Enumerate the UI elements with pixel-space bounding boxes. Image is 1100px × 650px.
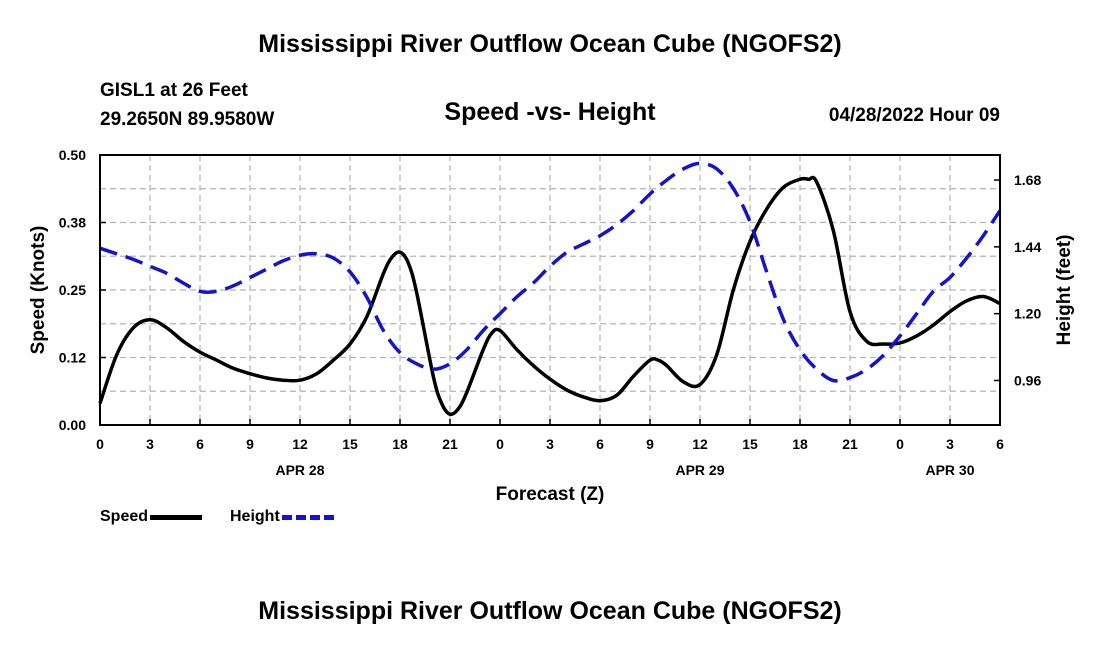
x-tick-label: 18 — [792, 436, 808, 452]
y-right-tick-label: 1.44 — [1014, 239, 1041, 255]
station-coords: 29.2650N 89.9580W — [100, 109, 275, 130]
chart-title-top: Mississippi River Outflow Ocean Cube (NG… — [258, 30, 842, 58]
legend-speed-label: Speed — [100, 508, 149, 525]
y-right-tick-label: 1.20 — [1014, 306, 1041, 322]
x-tick-label: 3 — [946, 436, 954, 452]
x-tick-label: 3 — [146, 436, 154, 452]
y-left-tick-label: 0.38 — [59, 215, 86, 231]
legend-speed: Speed — [100, 508, 203, 526]
x-tick-label: 0 — [496, 436, 504, 452]
x-tick-label: 21 — [442, 436, 458, 452]
y-left-tick-label: 0.50 — [59, 147, 86, 163]
axes-layer — [99, 154, 1001, 426]
x-tick-label: 6 — [196, 436, 204, 452]
grid-layer — [100, 155, 1000, 425]
x-tick-label: 21 — [842, 436, 858, 452]
y-left-axis-title: Speed (Knots) — [28, 226, 49, 355]
height-series-line — [99, 161, 1002, 383]
legend-height: Height — [230, 508, 334, 526]
x-date-label: APR 30 — [925, 462, 974, 478]
x-tick-label: 15 — [742, 436, 758, 452]
speed-series-line — [98, 175, 1001, 417]
y-left-tick-label: 0.00 — [59, 417, 86, 433]
legend-height-label: Height — [230, 508, 280, 525]
y-left-tick-label: 0.12 — [59, 350, 86, 366]
legend-height-swatch — [281, 514, 334, 520]
x-tick-label: 9 — [646, 436, 654, 452]
x-tick-label: 12 — [692, 436, 708, 452]
x-tick-label: 0 — [896, 436, 904, 452]
x-tick-label: 6 — [596, 436, 604, 452]
series-layer — [98, 161, 1002, 417]
x-tick-label: 6 — [996, 436, 1004, 452]
x-tick-label: 12 — [292, 436, 308, 452]
forecast-datetime: 04/28/2022 Hour 09 — [828, 105, 1000, 126]
chart-subtitle: Speed -vs- Height — [444, 98, 656, 126]
x-tick-label: 15 — [342, 436, 358, 452]
x-tick-label: 9 — [246, 436, 254, 452]
labels-layer: 0 3 6 9 12 15 18 21 0 3 6 9 12 15 18 21 0 3 6 APR 28 APR 29 A… — [28, 147, 1075, 505]
station-info: GISL1 at 26 Feet 29.2650N 89.9580W — [100, 76, 274, 134]
chart-title-bottom: Mississippi River Outflow Ocean Cube (NG… — [258, 597, 842, 625]
x-tick-label: 0 — [96, 436, 104, 452]
y-right-tick-label: 1.68 — [1014, 172, 1041, 188]
legend-speed-swatch — [150, 514, 203, 520]
x-date-label: APR 28 — [275, 462, 324, 478]
y-right-axis-title: Height (feet) — [1054, 235, 1075, 346]
x-tick-label: 3 — [546, 436, 554, 452]
station-name: GISL1 at 26 Feet — [100, 80, 248, 101]
x-tick-label: 18 — [392, 436, 408, 452]
x-axis-title: Forecast (Z) — [496, 484, 605, 505]
y-left-tick-label: 0.25 — [59, 282, 86, 298]
x-date-label: APR 29 — [675, 462, 724, 478]
y-right-tick-label: 0.96 — [1014, 372, 1041, 388]
